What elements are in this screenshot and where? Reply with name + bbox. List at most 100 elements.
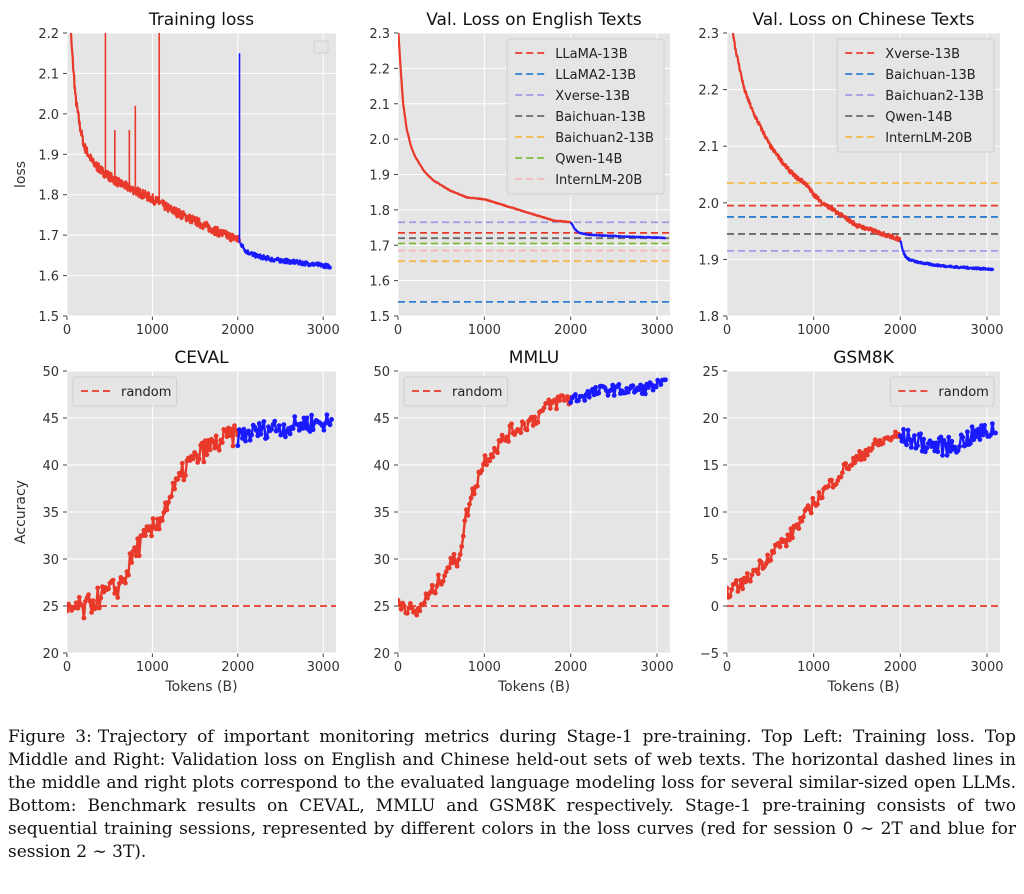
data-point [582,398,588,403]
data-point [509,421,514,427]
x-tick-label: 0 [723,660,731,675]
data-point [456,557,461,562]
legend: random [403,376,509,407]
data-point [159,518,165,523]
legend-label: random [121,385,171,400]
data-point [179,460,185,466]
y-tick-label: 2.3 [698,27,719,42]
y-tick-label: 1.9 [698,253,719,268]
x-axis-label: Tokens (B) [164,679,237,695]
data-point [229,426,234,432]
data-point [904,442,909,448]
y-tick-label: 2.1 [369,98,390,113]
data-point [808,510,814,516]
data-point [219,440,225,445]
data-point [749,572,755,578]
chart-title: CEVAL [174,348,229,368]
data-point [768,557,774,563]
data-point [521,421,527,426]
data-point [908,445,914,450]
x-tick-label: 1000 [468,660,501,675]
data-point [783,543,789,549]
data-point [573,392,578,397]
data-point [135,536,141,542]
data-point [776,540,781,546]
legend-box [506,38,665,195]
data-point [425,595,430,601]
data-point [833,481,839,487]
data-point [938,434,944,440]
legend: LLaMA-13B LLaMA2-13B Xverse-13B Baichuan-13… [506,38,665,195]
y-tick-label: 20 [42,647,59,662]
data-point [741,575,747,581]
data-point [75,605,81,611]
y-tick-label: 25 [42,600,59,615]
data-point [204,452,210,458]
data-point [552,397,558,403]
data-point [869,446,875,451]
data-point [95,585,101,591]
data-point [982,422,987,428]
data-point [897,433,903,439]
data-point [434,583,440,589]
y-tick-label: 45 [373,412,390,427]
data-point [115,595,121,600]
legend-box [836,38,995,153]
data-point [130,548,136,554]
data-point [453,560,458,565]
data-point [586,394,592,400]
data-point [123,580,128,586]
chart-title: Val. Loss on Chinese Texts [752,10,974,30]
data-point [432,590,438,596]
data-point [941,438,947,443]
data-point [877,438,883,443]
data-point [765,552,770,558]
data-point [506,439,511,444]
data-point [965,429,970,435]
data-point [207,447,213,453]
data-point [280,431,285,436]
data-point [650,387,656,393]
y-tick-label: 0 [711,600,719,615]
legend-label: random [452,385,502,400]
y-tick-label: 1.7 [369,239,390,254]
y-tick-label: 45 [42,412,59,427]
series-session-2-line [569,221,667,240]
chart-val-loss-chinese: 0 1000 2000 3000 1.8 1.9 2.0 2.1 2.2 2.3 Val. Loss… [698,10,1003,338]
data-point [605,392,611,398]
data-point [518,430,524,436]
x-tick-label: 2000 [221,323,254,338]
data-point [901,427,906,432]
data-point [957,444,962,449]
data-point [442,573,447,579]
data-point [90,598,96,603]
data-point [216,447,222,453]
data-point [646,385,651,390]
data-point [304,415,310,421]
y-tick-label: 40 [373,459,390,474]
data-point [412,608,418,614]
y-tick-label: 15 [702,459,719,474]
data-point [748,578,753,584]
data-point [448,555,454,561]
y-tick-label: 1.5 [38,310,59,325]
series-session-1-line [731,33,902,243]
figure: 0 1000 2000 3000 1.5 1.6 1.7 1.8 1.9 2.0 2.1 2.2 Tra… [13,10,1004,695]
data-point [790,535,795,541]
chart-val-loss-english: 0 1000 2000 3000 1.5 1.6 1.7 1.8 1.9 2.0 2.1 2.2 2.3… [369,10,673,338]
data-point [227,433,233,438]
data-point [451,551,457,557]
y-tick-label: 2.2 [698,84,719,99]
y-tick-label: 20 [373,647,390,662]
data-point [915,443,920,449]
x-tick-label: 3000 [641,660,674,675]
x-tick-label: 1000 [797,660,830,675]
data-point [401,603,407,609]
data-point [398,606,404,612]
legend: Xverse-13B Baichuan-13B Baichuan2-13B Qwen-… [836,38,995,153]
y-tick-label: 2.0 [698,197,719,212]
data-point [532,414,538,420]
data-point [235,443,241,449]
data-point [196,456,202,462]
x-tick-label: 2000 [884,660,917,675]
